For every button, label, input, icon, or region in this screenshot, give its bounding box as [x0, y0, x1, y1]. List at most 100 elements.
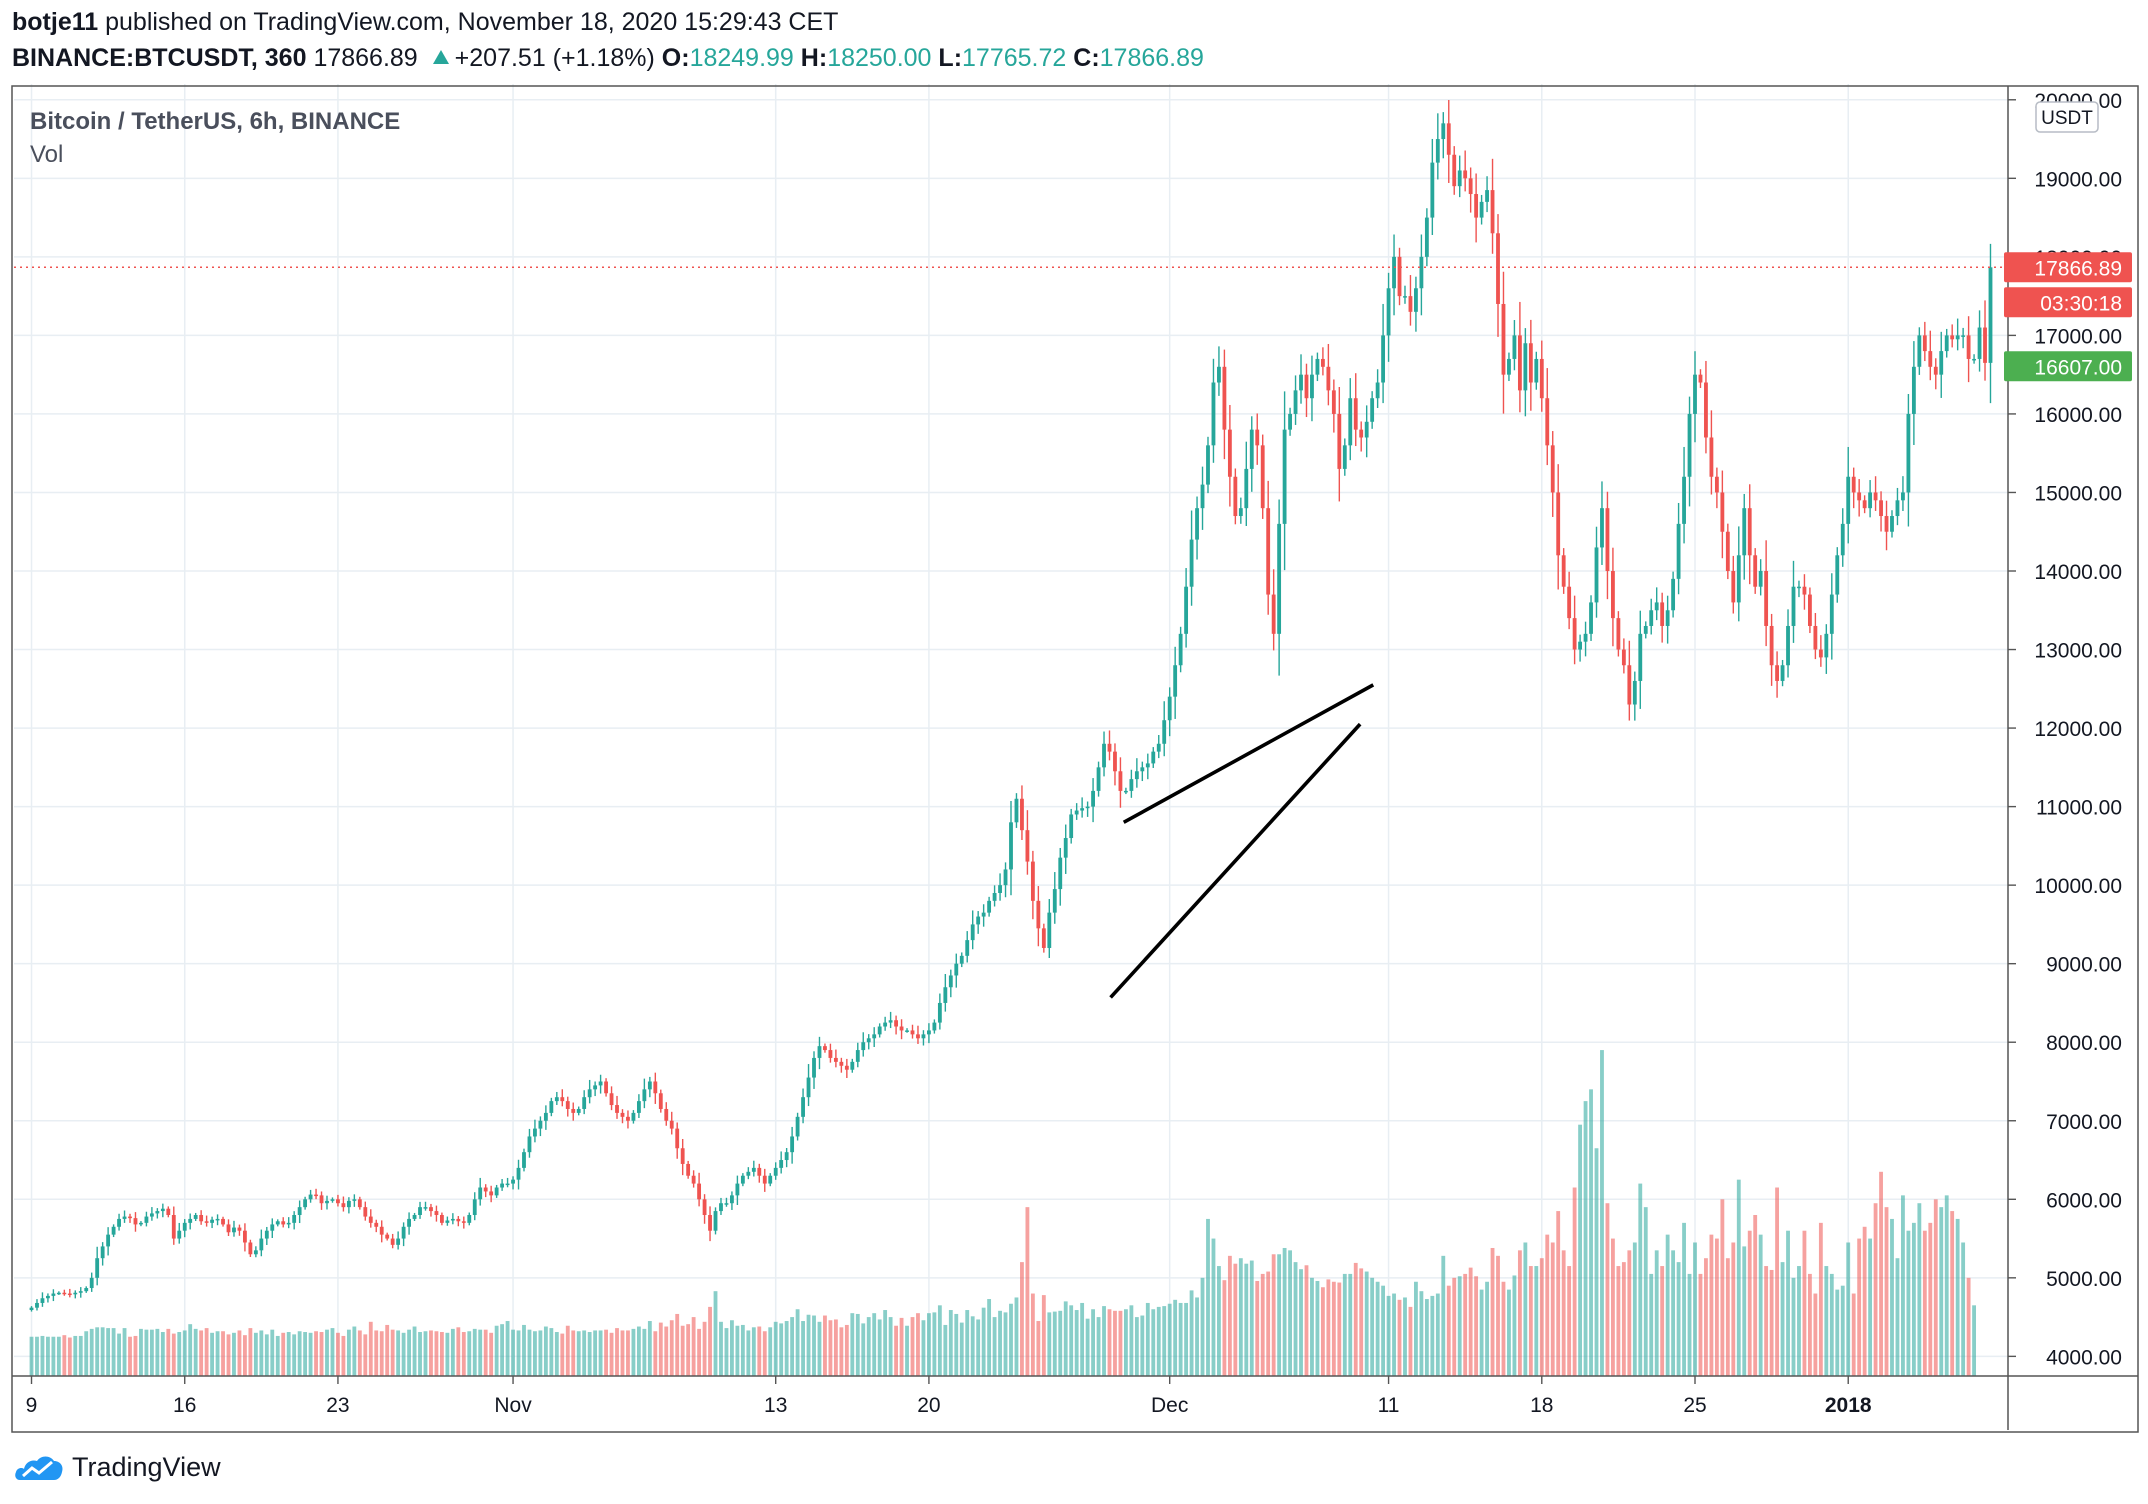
volume-bar	[757, 1326, 762, 1376]
candle	[182, 1222, 187, 1231]
candle	[1824, 633, 1829, 658]
candle	[615, 1105, 619, 1113]
candle	[1966, 335, 1971, 359]
candle	[549, 1101, 554, 1113]
candle	[1167, 696, 1172, 721]
candle	[844, 1065, 849, 1070]
volume-bar	[653, 1331, 658, 1376]
volume-bar	[1479, 1289, 1484, 1376]
volume-bar	[1304, 1265, 1309, 1376]
volume-bar	[106, 1328, 111, 1376]
candle	[1977, 327, 1982, 359]
volume-bar	[833, 1319, 838, 1376]
volume-bar	[998, 1310, 1002, 1376]
candle	[943, 987, 948, 1003]
candle	[927, 1030, 931, 1035]
price-tick-label: 13000.00	[2034, 640, 2122, 663]
volume-bar	[981, 1307, 986, 1376]
volume-bar	[1151, 1309, 1156, 1376]
candle	[1036, 900, 1041, 929]
candle	[166, 1208, 171, 1215]
candle	[1244, 468, 1249, 509]
price-label: 03:30:18	[2040, 292, 2122, 315]
volume-bar	[954, 1313, 959, 1376]
candle	[144, 1216, 149, 1223]
candle	[647, 1081, 652, 1090]
candle	[1266, 508, 1271, 595]
candle	[1162, 720, 1167, 744]
volume-bar	[576, 1331, 581, 1376]
candle	[35, 1302, 39, 1308]
volume-bar	[1118, 1310, 1123, 1376]
candle	[1890, 516, 1894, 532]
candle	[1550, 445, 1555, 493]
candle	[675, 1128, 680, 1149]
volume-bar	[1162, 1306, 1167, 1376]
candle	[232, 1227, 236, 1233]
candle	[1857, 492, 1862, 501]
candle	[215, 1218, 220, 1221]
volume-bar	[1840, 1285, 1845, 1376]
volume-bar	[445, 1332, 450, 1376]
volume-bar	[243, 1335, 247, 1376]
volume-bar	[784, 1321, 789, 1376]
volume-bar	[746, 1330, 751, 1376]
volume-bar	[270, 1329, 275, 1376]
candle	[489, 1191, 494, 1196]
volume-bar	[237, 1330, 242, 1376]
candle	[1758, 571, 1763, 587]
candle	[478, 1187, 483, 1200]
tradingview-logo-icon	[15, 1456, 63, 1480]
candle	[1397, 256, 1402, 297]
volume-bar	[1890, 1218, 1894, 1376]
candle	[937, 1002, 942, 1023]
volume-bar	[1818, 1222, 1823, 1376]
close-label: C:	[1073, 44, 1100, 72]
candle	[1753, 555, 1758, 587]
author-name[interactable]: botje11	[12, 8, 99, 36]
candle	[1780, 665, 1785, 681]
volume-bar	[626, 1330, 630, 1376]
price-chart[interactable]: 4000.00 5000.00 6000.00 7000.00 8000.00 9000.…	[0, 0, 2148, 1440]
volume-bar	[675, 1313, 680, 1376]
candle	[1807, 594, 1812, 626]
volume-bar	[582, 1330, 587, 1376]
volume-bar	[1003, 1312, 1008, 1376]
candle	[1775, 665, 1779, 681]
volume-bar	[1058, 1310, 1063, 1376]
candle	[976, 916, 981, 925]
candle	[341, 1203, 346, 1208]
price-tick-label: 4000.00	[2046, 1346, 2122, 1369]
volume-bar	[385, 1324, 390, 1376]
candle	[730, 1195, 734, 1204]
candle	[998, 885, 1002, 893]
candle	[828, 1050, 833, 1058]
candle	[992, 893, 997, 901]
candle	[642, 1089, 647, 1102]
volume-bar	[1917, 1203, 1922, 1376]
candle	[746, 1171, 751, 1176]
candle	[543, 1112, 548, 1121]
volume-bar	[844, 1324, 849, 1376]
open-value: 18249.99	[689, 44, 794, 72]
volume-bar	[1643, 1207, 1648, 1376]
volume-bar	[325, 1329, 329, 1376]
candle	[1419, 256, 1424, 289]
candle	[795, 1116, 800, 1137]
volume-bar	[1091, 1309, 1095, 1376]
volume-bar	[1036, 1321, 1041, 1376]
volume-bar	[905, 1325, 909, 1376]
volume-bar	[1085, 1318, 1090, 1376]
volume-bar	[434, 1331, 439, 1376]
candle	[1709, 437, 1714, 477]
candle	[1014, 798, 1019, 823]
candle	[1665, 610, 1670, 626]
candle	[319, 1195, 324, 1204]
volume-bar	[341, 1335, 346, 1376]
candle	[1616, 618, 1621, 650]
volume-bar	[51, 1336, 56, 1376]
volume-bar	[1381, 1285, 1386, 1376]
candle	[1714, 476, 1719, 493]
tradingview-branding[interactable]: TradingView	[14, 1450, 221, 1484]
candle	[1414, 288, 1418, 312]
